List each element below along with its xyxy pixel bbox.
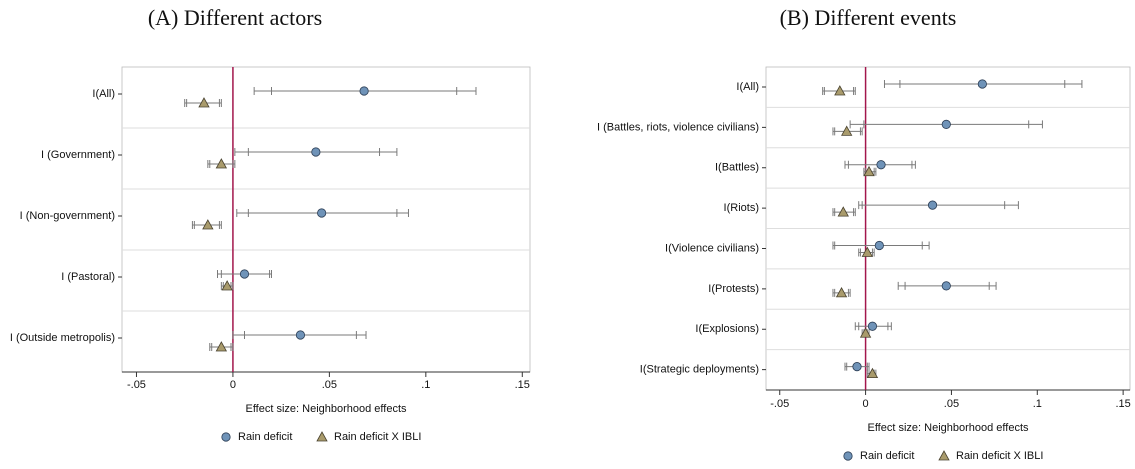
point	[835, 287, 848, 298]
legend-label: Rain deficit	[238, 431, 292, 443]
point	[359, 86, 369, 96]
y-tick-label: I (Battles, riots, violence civilians)	[597, 121, 759, 133]
x-axis-label: Effect size: Neighborhood effects	[245, 403, 407, 415]
y-tick-label: I(Violence civilians)	[665, 242, 759, 254]
point	[927, 200, 938, 210]
x-tick-label: .15	[515, 379, 530, 391]
point	[941, 119, 951, 129]
y-tick-label: I (Pastoral)	[61, 271, 115, 283]
panel-title: (A) Different actors	[148, 5, 322, 30]
point	[977, 79, 987, 89]
point	[841, 125, 853, 136]
y-tick-label: I(All)	[92, 88, 115, 100]
legend-symbol	[843, 451, 853, 461]
legend-label: Rain deficit	[860, 450, 914, 462]
point	[215, 158, 228, 169]
x-tick-label: .15	[1115, 398, 1130, 410]
x-tick-label: .05	[944, 398, 959, 410]
y-tick-label: I (Government)	[41, 149, 115, 161]
legend-symbol	[938, 450, 950, 461]
point	[876, 160, 886, 170]
plot-frame	[121, 66, 531, 373]
point	[198, 97, 210, 108]
point	[311, 147, 321, 157]
point	[859, 327, 872, 338]
x-tick-label: .1	[1033, 398, 1042, 410]
point	[837, 206, 849, 217]
legend-symbol	[316, 431, 328, 442]
y-tick-label: I(Protests)	[708, 283, 759, 295]
y-tick-label: I(Strategic deployments)	[640, 364, 759, 376]
legend-label: Rain deficit X IBLI	[334, 431, 421, 443]
x-tick-label: .05	[322, 379, 337, 391]
y-tick-label: I(Explosions)	[695, 323, 759, 335]
x-tick-label: -.05	[127, 379, 146, 391]
point	[861, 246, 873, 257]
legend-symbol	[221, 432, 231, 442]
panel-title: (B) Different events	[780, 5, 957, 30]
y-tick-label: I(Battles)	[715, 162, 759, 174]
point	[852, 362, 862, 372]
x-axis-label: Effect size: Neighborhood effects	[867, 422, 1029, 434]
point	[221, 280, 233, 291]
y-tick-label: I(Riots)	[724, 202, 759, 214]
point	[202, 219, 214, 230]
point	[866, 367, 879, 379]
y-tick-label: I (Outside metropolis)	[10, 332, 115, 344]
point	[239, 269, 250, 279]
y-tick-label: I(All)	[736, 81, 759, 93]
point	[215, 341, 228, 352]
point	[834, 85, 846, 96]
x-tick-label: 0	[230, 379, 236, 391]
point	[867, 321, 878, 331]
point	[295, 330, 306, 340]
y-tick-label: I (Non-government)	[20, 210, 115, 222]
point	[874, 240, 884, 251]
x-tick-label: -.05	[770, 398, 789, 410]
point	[941, 281, 951, 291]
point	[317, 208, 327, 218]
x-tick-label: 0	[863, 398, 869, 410]
x-tick-label: .1	[421, 379, 430, 391]
legend-label: Rain deficit X IBLI	[956, 450, 1043, 462]
point	[863, 165, 875, 177]
